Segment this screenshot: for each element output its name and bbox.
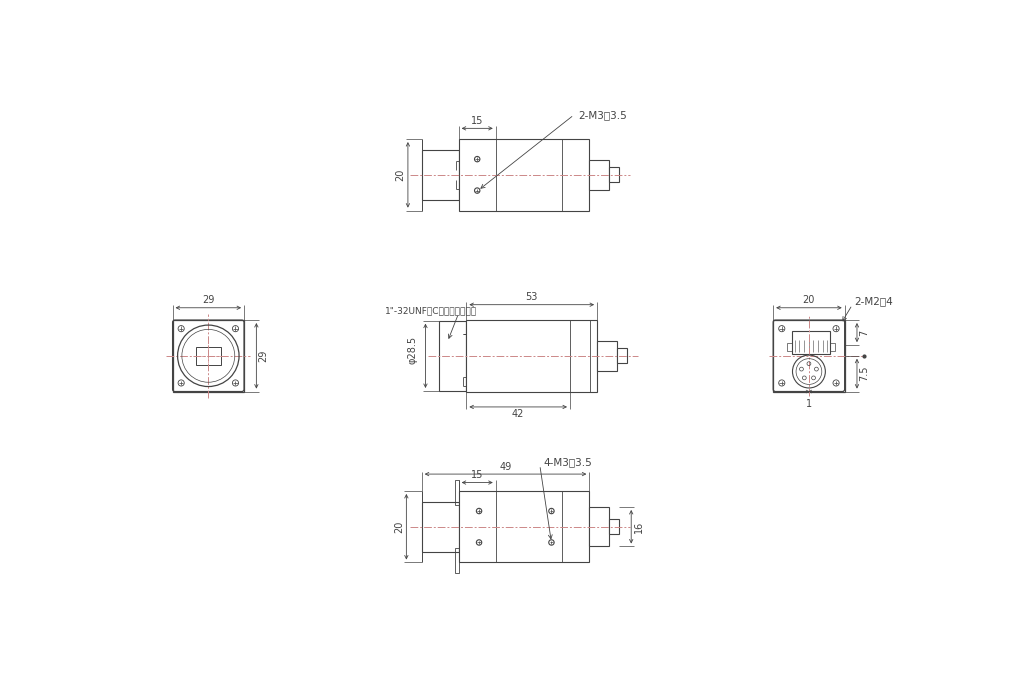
Bar <box>589 507 609 547</box>
FancyBboxPatch shape <box>173 320 244 391</box>
Text: 15: 15 <box>471 116 483 126</box>
Text: 53: 53 <box>525 293 538 302</box>
Bar <box>458 491 589 563</box>
Text: 2-M2深4: 2-M2深4 <box>854 297 893 307</box>
Bar <box>589 160 609 190</box>
Text: 4-M3深3.5: 4-M3深3.5 <box>544 457 592 467</box>
Bar <box>829 344 835 351</box>
Text: 7: 7 <box>859 330 869 336</box>
Bar <box>617 349 626 363</box>
Text: 16: 16 <box>633 521 644 533</box>
Text: 2-M3深3.5: 2-M3深3.5 <box>578 110 626 120</box>
Bar <box>792 331 829 354</box>
Text: 20: 20 <box>802 295 815 305</box>
Text: 15: 15 <box>471 470 483 480</box>
Bar <box>455 480 458 505</box>
Text: 1: 1 <box>805 399 812 409</box>
Bar <box>609 167 619 182</box>
Text: 29: 29 <box>259 349 269 362</box>
Text: 1"-32UNF（Cマウントネジ）: 1"-32UNF（Cマウントネジ） <box>385 307 478 316</box>
Text: 20: 20 <box>394 521 404 533</box>
Text: φ28.5: φ28.5 <box>408 335 418 364</box>
Bar <box>196 346 220 365</box>
Bar <box>421 502 458 552</box>
Bar <box>455 548 458 573</box>
Bar <box>609 519 619 534</box>
Text: 42: 42 <box>512 410 524 419</box>
Bar <box>597 341 617 370</box>
Bar <box>440 321 467 391</box>
FancyBboxPatch shape <box>774 320 845 391</box>
Bar <box>774 320 845 391</box>
Text: 7.5: 7.5 <box>859 366 869 382</box>
Text: 49: 49 <box>500 462 512 472</box>
Bar <box>787 344 792 351</box>
Text: 29: 29 <box>202 295 214 305</box>
Bar <box>173 320 244 391</box>
Bar <box>458 139 589 211</box>
Text: 20: 20 <box>396 169 406 181</box>
Bar <box>421 150 458 200</box>
Bar <box>467 320 597 391</box>
